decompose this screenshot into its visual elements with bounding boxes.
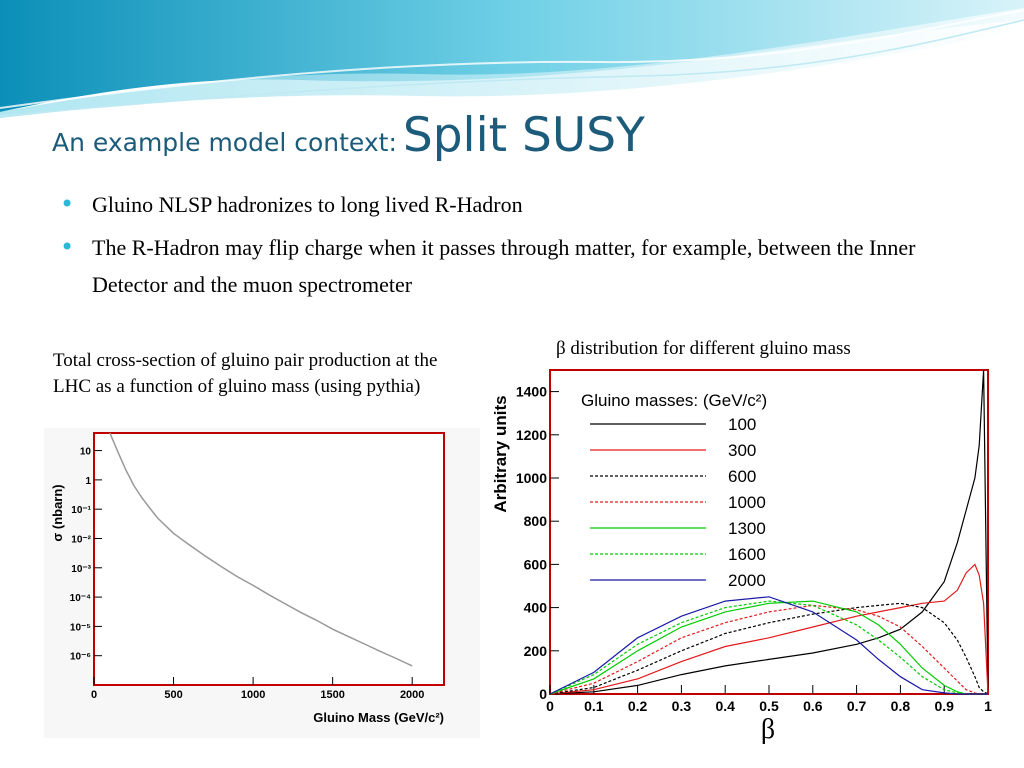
header-wave-decoration xyxy=(0,0,1024,118)
y-tick-label: 200 xyxy=(524,643,548,659)
x-tick-label: 0.8 xyxy=(891,698,911,714)
series-line-1600 xyxy=(549,600,988,695)
x-tick-label: 0.5 xyxy=(759,698,779,714)
slide-title: An example model context: Split SUSY xyxy=(52,108,645,163)
x-tick-label: 500 xyxy=(164,689,182,701)
left-figure-caption: Total cross-section of gluino pair produ… xyxy=(53,350,438,397)
y-tick-label: 10⁻⁵ xyxy=(70,622,91,633)
y-tick-label: 600 xyxy=(524,556,548,572)
x-tick-label: 0.9 xyxy=(934,698,954,714)
bullet-item-1: • Gluino NLSP hadronizes to long lived R… xyxy=(60,186,960,223)
x-tick-label: 0.7 xyxy=(847,698,867,714)
x-tick-label: 0.4 xyxy=(715,698,735,714)
series-line-600 xyxy=(549,602,989,695)
x-tick-label: 0 xyxy=(91,689,97,701)
legend-label-1300: 1300 xyxy=(728,519,766,538)
y-tick-label: 10⁻² xyxy=(71,534,91,545)
y-tick-label: 1000 xyxy=(516,470,547,486)
x-tick-label: 1500 xyxy=(320,689,344,701)
series-line-2000 xyxy=(549,596,988,695)
y-tick-label: 10 xyxy=(80,447,92,458)
series-line-100 xyxy=(549,369,989,695)
y-tick-label: 0 xyxy=(539,686,547,702)
series-line-300 xyxy=(549,563,989,695)
bullet-text: The R-Hadron may flip charge when it pas… xyxy=(92,235,916,297)
slide-title-prefix: An example model context: xyxy=(52,128,397,157)
y-tick-label: 10⁻³ xyxy=(71,564,91,575)
y-tick-label: 10⁻⁶ xyxy=(70,652,91,663)
y-axis-label: Arbitrary units xyxy=(491,395,510,512)
legend-label-100: 100 xyxy=(728,415,756,434)
x-tick-label: 0.3 xyxy=(672,698,692,714)
legend-label-1000: 1000 xyxy=(728,493,766,512)
x-tick-label: 0.6 xyxy=(803,698,823,714)
x-tick-label: 0 xyxy=(546,698,554,714)
legend-label-600: 600 xyxy=(728,467,756,486)
plot-frame xyxy=(93,432,445,686)
bullet-dot-icon: • xyxy=(60,233,75,261)
slide-title-main: Split SUSY xyxy=(402,108,645,163)
bullet-item-2: • The R-Hadron may flip charge when it p… xyxy=(60,229,960,303)
x-tick-label: 0.1 xyxy=(584,698,604,714)
bullet-text: Gluino NLSP hadronizes to long lived R-H… xyxy=(92,192,523,217)
bullet-dot-icon: • xyxy=(60,190,75,218)
legend-label-2000: 2000 xyxy=(728,571,766,590)
cross-section-plot: 0 500 1000 1500 2000 10⁻⁶ 10⁻⁵ 10⁻⁴ 10⁻³ 10⁻² 10⁻¹… xyxy=(44,428,480,738)
legend-label-300: 300 xyxy=(728,441,756,460)
x-tick-label: 2000 xyxy=(400,689,424,701)
y-tick-label: 1200 xyxy=(516,427,547,443)
cross-section-curve xyxy=(109,432,413,667)
series-line-1000 xyxy=(549,604,988,695)
y-axis-label: σ (nbarn) xyxy=(50,484,65,541)
x-axis-label: Gluino Mass (GeV/c²) xyxy=(313,710,444,725)
x-axis-label: β xyxy=(761,714,775,745)
x-tick-label: 0.2 xyxy=(628,698,648,714)
y-tick-label: 10⁻¹ xyxy=(71,505,91,516)
plot-frame xyxy=(549,369,989,695)
legend-label-1600: 1600 xyxy=(728,545,766,564)
y-tick-label: 1400 xyxy=(516,384,547,400)
y-tick-label: 400 xyxy=(524,600,548,616)
beta-distribution-plot: 0 0.1 0.2 0.3 0.4 0.5 0.6 0.7 0.8 0.9 1 0 200 400 600 8… xyxy=(486,364,1006,754)
legend-title: Gluino masses: (GeV/c²) xyxy=(581,391,767,410)
y-tick-label: 800 xyxy=(524,513,548,529)
x-tick-label: 1000 xyxy=(241,689,265,701)
y-tick-label: 10⁻⁴ xyxy=(70,593,91,604)
right-figure-caption: β distribution for different gluino mass xyxy=(556,338,851,359)
x-tick-label: 1 xyxy=(984,698,992,714)
y-tick-label: 1 xyxy=(85,476,91,487)
